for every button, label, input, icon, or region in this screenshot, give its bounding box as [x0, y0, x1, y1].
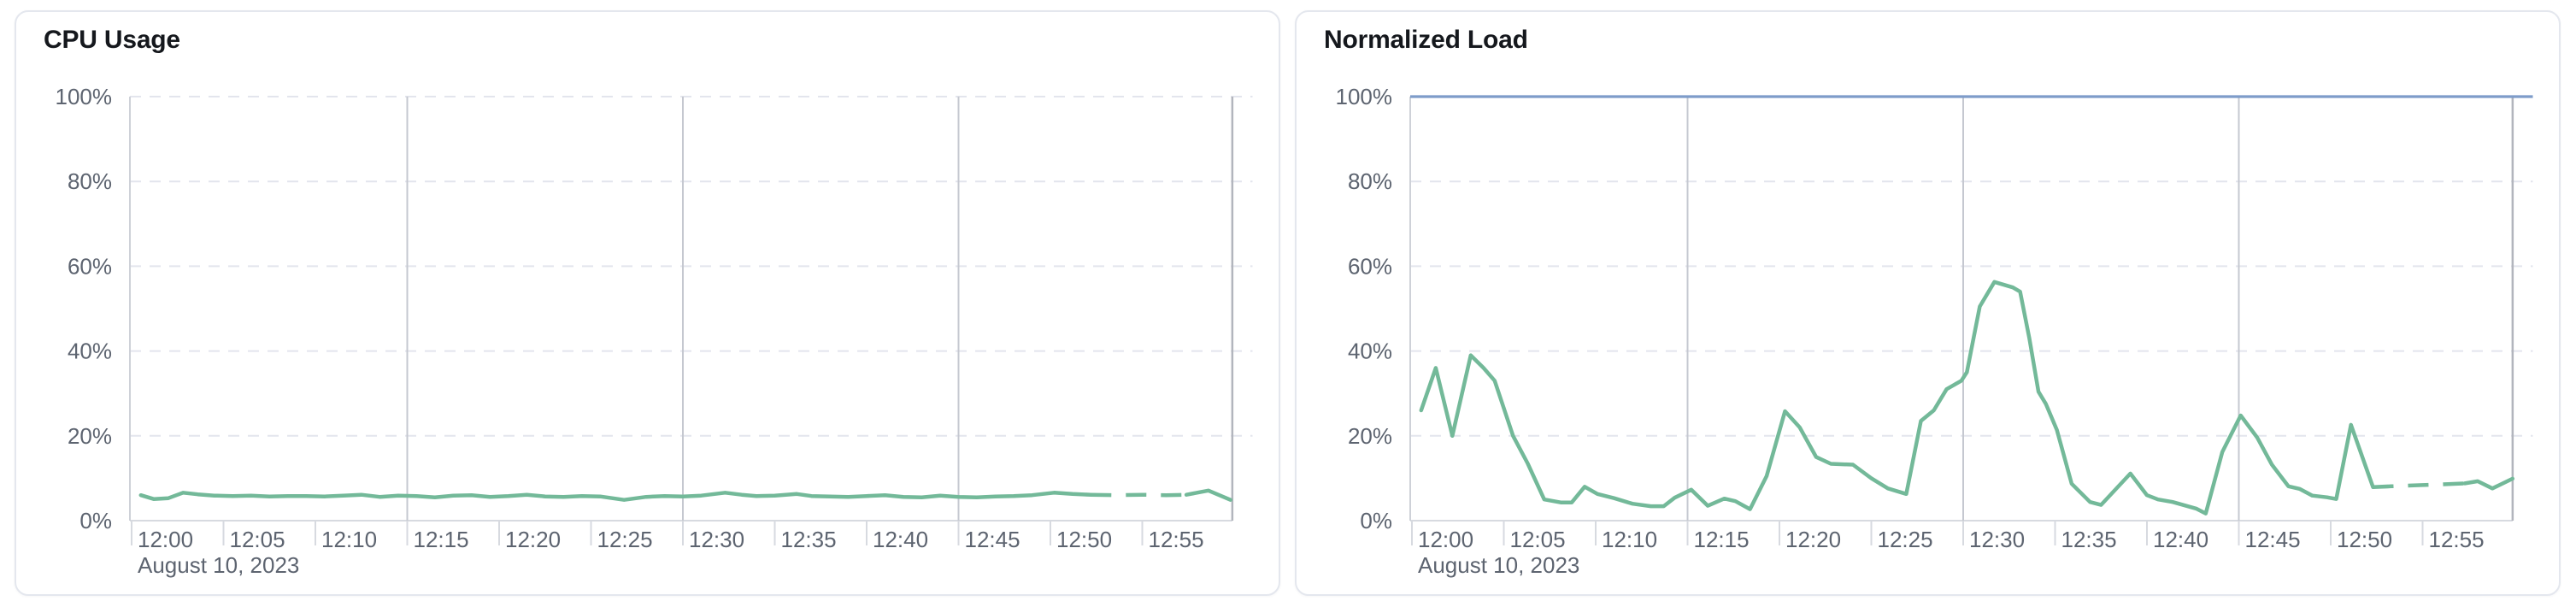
series-line-solid [138, 491, 1093, 502]
normalized-load-chart[interactable]: 12:00 12:05 12:10 12:15 12:20 12:25 12:30 12:35… [1297, 12, 2559, 594]
x-tick-label: 12:20 [505, 527, 561, 552]
y-tick-label: 20% [68, 423, 112, 449]
y-tick-label: 0% [1360, 508, 1392, 533]
x-tick-label: 12:30 [689, 527, 744, 552]
x-tick-label: 12:25 [597, 527, 653, 552]
y-tick-label: 40% [68, 339, 112, 364]
x-tick-label: 12:30 [1969, 527, 2025, 552]
series-line-dashed [1091, 492, 1187, 498]
series-line-solid [2462, 476, 2515, 491]
x-tick-label: 12:15 [1694, 527, 1750, 552]
y-tick-label: 80% [1348, 168, 1392, 194]
x-tick-label: 12:05 [230, 527, 285, 552]
cpu-usage-chart[interactable]: 12:00 12:05 12:10 12:15 12:20 12:25 12:30 12:35… [16, 12, 1279, 594]
x-tick-label: 12:40 [2153, 527, 2208, 552]
series-line-solid [1184, 488, 1232, 502]
x-tick-label: 12:00 [1418, 527, 1473, 552]
y-tick-label: 100% [1336, 84, 1393, 109]
y-tick-label: 60% [1348, 253, 1392, 279]
series-line-dashed [2373, 481, 2466, 490]
x-tick-label: 12:00 [138, 527, 193, 552]
y-tick-label: 60% [68, 253, 112, 279]
normalized-load-panel: Normalized Load 12:00 12:05 12:10 12:15 12:2… [1295, 10, 2561, 596]
x-tick-label: 12:15 [414, 527, 469, 552]
x-tick-label: 12:40 [873, 527, 928, 552]
x-tick-label: 12:35 [781, 527, 837, 552]
cpu-usage-panel: CPU Usage 12:00 12:05 12:10 12:15 12:20 12:25… [15, 10, 1280, 596]
x-tick-label: 12:10 [321, 527, 377, 552]
series-line-solid [1419, 280, 2375, 516]
panel-title: Normalized Load [1324, 26, 1528, 54]
x-tick-label: 12:55 [2429, 527, 2485, 552]
y-tick-label: 80% [68, 168, 112, 194]
x-tick-label: 12:45 [2245, 527, 2301, 552]
y-tick-label: 100% [56, 84, 113, 109]
x-tick-label: 12:55 [1149, 527, 1204, 552]
x-tick-label: 12:10 [1602, 527, 1657, 552]
panel-title: CPU Usage [44, 26, 180, 54]
x-tick-label: 12:50 [1056, 527, 1112, 552]
y-tick-label: 20% [1348, 423, 1392, 449]
y-tick-label: 40% [1348, 339, 1392, 364]
x-tick-label: 12:35 [2061, 527, 2117, 552]
y-tick-label: 0% [79, 508, 112, 533]
x-tick-label: 12:50 [2337, 527, 2392, 552]
x-tick-label: 12:25 [1878, 527, 1933, 552]
x-axis-date-label: August 10, 2023 [1418, 552, 1579, 578]
x-axis-date-label: August 10, 2023 [138, 552, 299, 578]
x-tick-label: 12:45 [965, 527, 1020, 552]
x-tick-label: 12:05 [1510, 527, 1566, 552]
x-tick-label: 12:20 [1785, 527, 1841, 552]
